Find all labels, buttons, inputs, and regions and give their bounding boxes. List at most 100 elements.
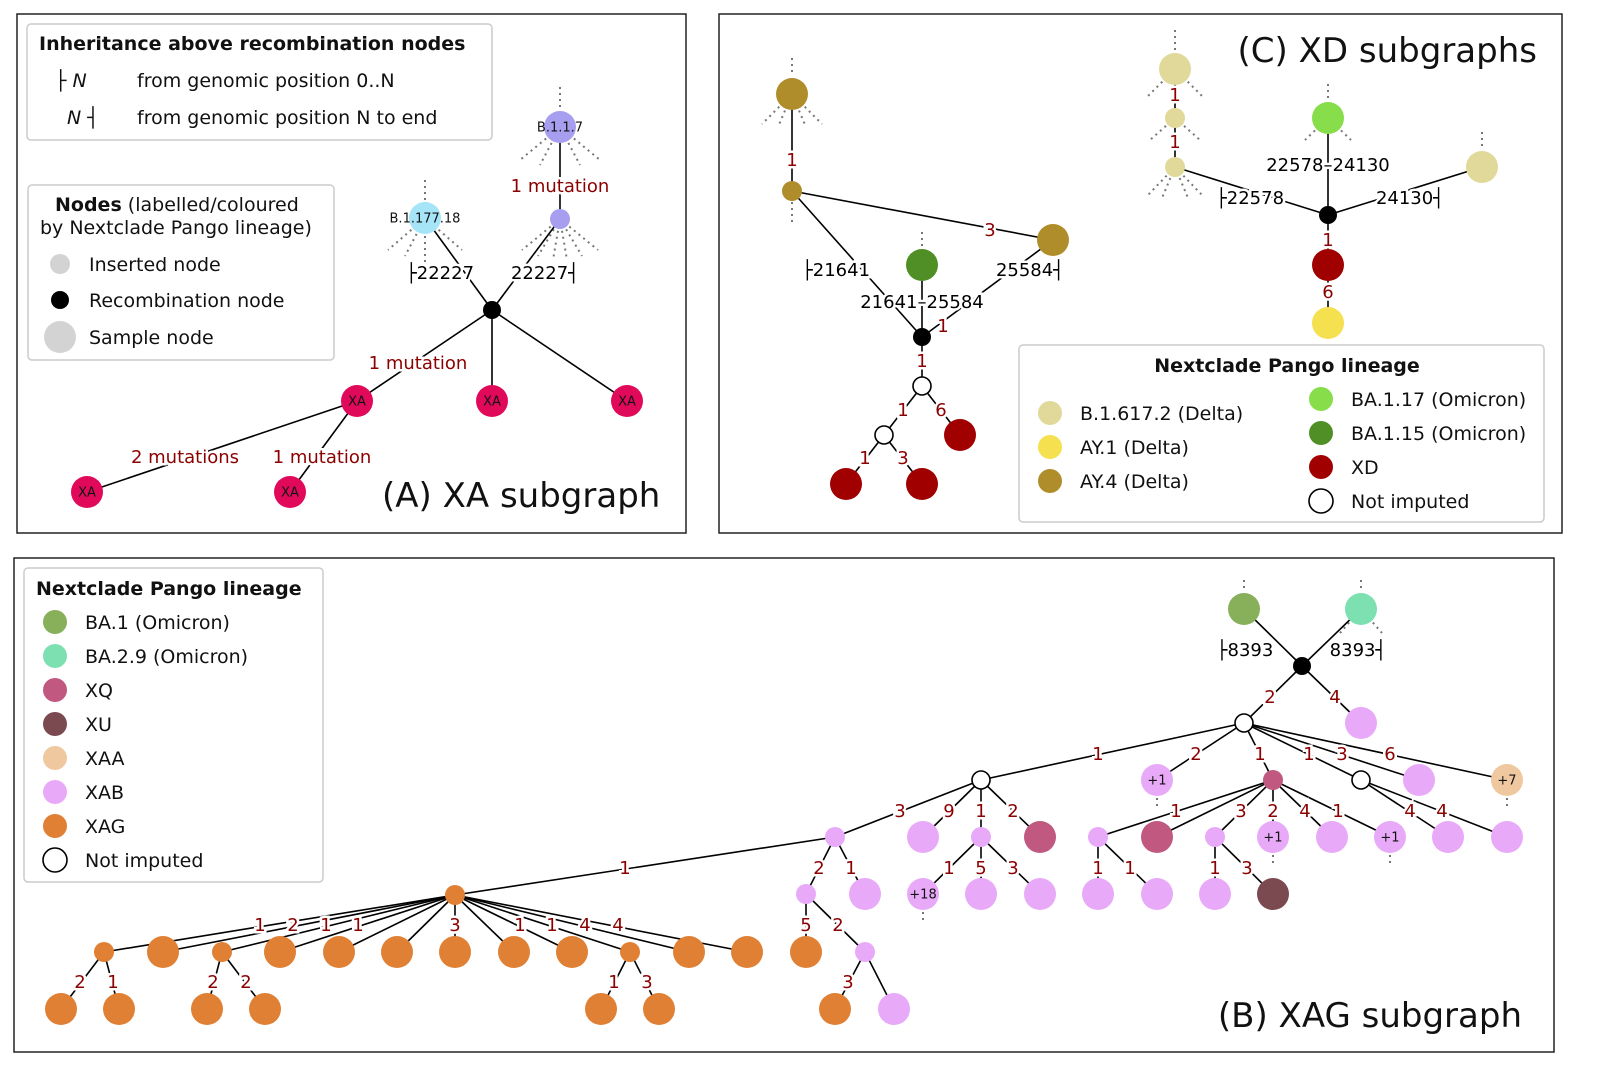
edge-s5-s6 <box>805 893 866 953</box>
node-sample <box>1024 821 1056 853</box>
node-sample <box>274 476 306 508</box>
panel-b-legend-title: Nextclade Pango lineage <box>36 578 302 600</box>
edge-label: 22227┤ <box>511 262 579 284</box>
dotted-stub <box>424 217 463 251</box>
nodes-legend-title-rest: (labelled/coloured <box>122 194 299 216</box>
panel-c-legend-title: Nextclade Pango lineage <box>1154 355 1420 377</box>
edge-label: 3 <box>984 220 995 241</box>
legend-swatch <box>43 712 67 736</box>
edge-label: 2 <box>240 972 251 993</box>
node-label: +7 <box>1497 774 1516 789</box>
node-sample <box>944 419 976 451</box>
edge-label: 6 <box>1384 744 1395 765</box>
node-inserted <box>212 942 232 962</box>
edge-label: 4 <box>612 915 623 936</box>
edge-xh-h3 <box>221 894 456 953</box>
edge-label: 2 <box>207 972 218 993</box>
node-not-imputed <box>971 770 991 790</box>
node-sample <box>830 468 862 500</box>
edge-d4-rc2 <box>1327 166 1483 216</box>
edge-label: ├8393 <box>1217 639 1274 661</box>
edge-xh-h5 <box>338 894 456 953</box>
edge-ni0-xq1 <box>1243 722 1274 781</box>
edge-label: 1 <box>1322 230 1333 251</box>
node-sample <box>776 78 808 110</box>
edge-label: 1 <box>1209 858 1220 879</box>
legend-label: AY.4 (Delta) <box>1080 471 1189 493</box>
legend-label: XAA <box>85 748 125 770</box>
edge-label: 1 <box>254 915 265 936</box>
edge-label: 2 <box>832 915 843 936</box>
inheritance-text-start: from genomic position 0..N <box>137 70 395 92</box>
edge-ay4c-rc <box>921 239 1054 338</box>
node-sample <box>1345 707 1377 739</box>
edge-label: 2 <box>1007 801 1018 822</box>
edge-label: 2 <box>1264 687 1275 708</box>
node-sample <box>731 936 763 968</box>
edge-label: 1 <box>916 351 927 372</box>
edge-xh-h10 <box>454 894 631 953</box>
node-label: XA <box>78 486 96 501</box>
edge-label: 3 <box>449 915 460 936</box>
edge-label: 1 <box>1092 744 1103 765</box>
node-sample <box>965 878 997 910</box>
node-sample <box>1316 821 1348 853</box>
node-inserted <box>1088 827 1108 847</box>
node-sample <box>1141 878 1173 910</box>
node-inserted <box>94 942 114 962</box>
edge-label: 3 <box>1235 801 1246 822</box>
nodes: B.1.1.7 B.1.177.18 XA XA XA XA XA +1 +7 +1 +1 +18 <box>45 53 1523 1025</box>
edge-label: 1 <box>514 915 525 936</box>
edge-label: 4 <box>1436 801 1447 822</box>
edge-label: 6 <box>1322 282 1333 303</box>
node-inserted <box>1165 108 1185 128</box>
node-sample <box>1141 821 1173 853</box>
node-label: XA <box>348 395 366 410</box>
node-sample <box>878 993 910 1025</box>
edge-label: 1 <box>1170 801 1181 822</box>
legend-swatch <box>43 814 67 838</box>
node-sample <box>907 878 939 910</box>
edge-label: 2 <box>1190 744 1201 765</box>
node-label: +1 <box>1147 774 1166 789</box>
inheritance-symbol-end: N ┤ <box>67 106 99 129</box>
legend-label: Not imputed <box>85 850 203 872</box>
node-sample <box>439 936 471 968</box>
edge-label: 1 <box>786 150 797 171</box>
legend-label: BA.1.17 (Omicron) <box>1351 389 1526 411</box>
node-sample <box>1491 821 1523 853</box>
edges <box>60 69 1508 1010</box>
nodes-legend-title-bold: Nodes <box>55 194 122 216</box>
edge-label: 3 <box>897 448 908 469</box>
dotted-stub <box>559 126 601 161</box>
node-sample <box>544 111 576 143</box>
edge-label: 2 <box>1267 801 1278 822</box>
node-sample <box>1403 764 1435 796</box>
edge-label: 4 <box>579 915 590 936</box>
edge-label: 1 mutation <box>273 447 372 468</box>
legend-swatch <box>43 678 67 702</box>
edge-label: 1 mutation <box>511 176 610 197</box>
node-inserted <box>971 827 991 847</box>
node-sample <box>1257 821 1289 853</box>
inserted-node-label: Inserted node <box>89 254 221 276</box>
node-sample <box>381 936 413 968</box>
node-sample <box>1037 224 1069 256</box>
edge-label: 1 <box>1332 801 1343 822</box>
edge-ni1-ni2 <box>883 385 923 436</box>
legend-label: BA.1.15 (Omicron) <box>1351 423 1526 445</box>
node-recombination <box>1293 657 1311 675</box>
edge-label: 1 <box>1124 858 1135 879</box>
dotted-stub <box>559 218 599 251</box>
edge-ni0-p1 <box>1156 722 1245 781</box>
edge-label: 1 <box>1092 858 1103 879</box>
legend-swatch <box>1309 455 1333 479</box>
node-inserted <box>1165 157 1185 177</box>
node-label: +1 <box>1263 831 1282 846</box>
node-inserted <box>796 884 816 904</box>
edge-label: 9 <box>943 801 954 822</box>
node-sample <box>1199 878 1231 910</box>
panel-c-legend: Nextclade Pango lineage B.1.617.2 (Delta… <box>1018 344 1545 523</box>
edge-ni4-p7 <box>1360 779 1449 838</box>
node-inserted <box>445 885 465 905</box>
